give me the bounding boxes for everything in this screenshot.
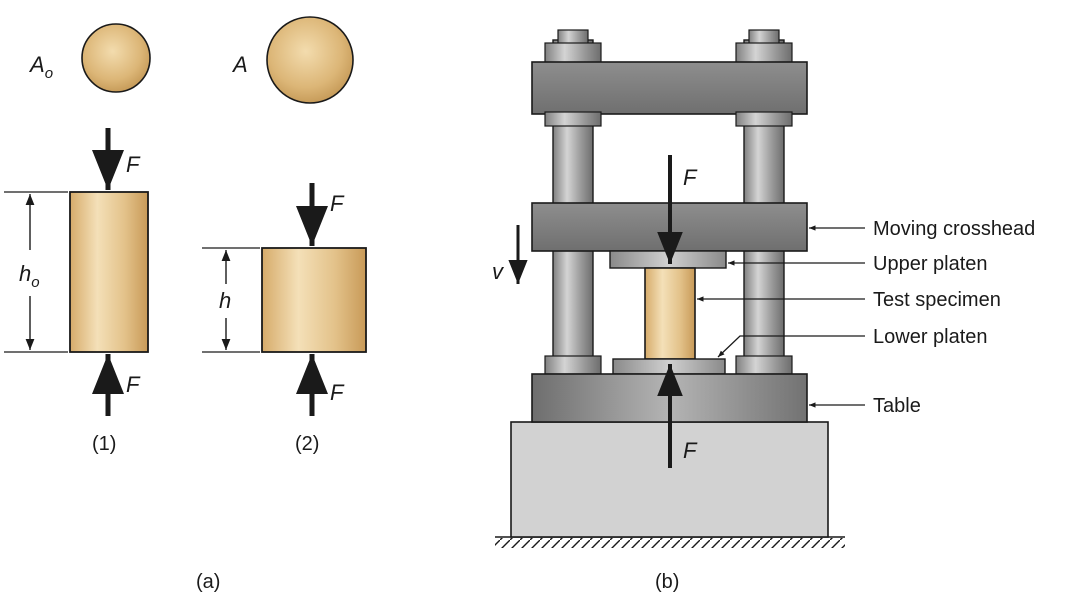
initial-cross-section — [81, 23, 151, 93]
area-final-label: A — [231, 52, 248, 77]
callout-upper-platen: Upper platen — [873, 253, 988, 275]
top-crossbeam — [531, 61, 808, 115]
force-label-top-2: F — [330, 191, 345, 216]
state-2-label: (2) — [295, 433, 319, 455]
figure-a-label: (a) — [196, 571, 220, 593]
height-final-label: h — [219, 288, 231, 313]
figure-a: Ao A F F ho (1) F F h (2) (a) — [4, 16, 367, 593]
figure-b-label: (b) — [655, 571, 679, 593]
figure-b: F F v Moving crosshead Upper platen Test… — [492, 29, 1035, 593]
left-bottom-nut — [544, 355, 602, 375]
right-top-nut — [735, 42, 793, 64]
callout-moving-crosshead: Moving crosshead — [873, 218, 1035, 240]
test-specimen — [644, 267, 696, 360]
ground-hatch — [495, 538, 845, 548]
force-label-top-1: F — [126, 152, 141, 177]
state-1-label: (1) — [92, 433, 116, 455]
specimen-final — [261, 247, 367, 353]
force-label-bottom-1: F — [126, 372, 141, 397]
right-bottom-nut — [735, 355, 793, 375]
callout-table: Table — [873, 395, 921, 417]
force-label-top: F — [683, 165, 698, 190]
callout-lower-platen: Lower platen — [873, 326, 988, 348]
height-initial-label: ho — [19, 261, 40, 291]
area-initial-label: Ao — [28, 52, 53, 82]
left-top-nut — [544, 42, 602, 64]
force-label-bottom: F — [683, 438, 698, 463]
force-label-bottom-2: F — [330, 380, 345, 405]
velocity-label: v — [492, 259, 505, 284]
final-cross-section — [266, 16, 354, 104]
specimen-initial — [69, 191, 149, 353]
callout-test-specimen: Test specimen — [873, 289, 1001, 311]
